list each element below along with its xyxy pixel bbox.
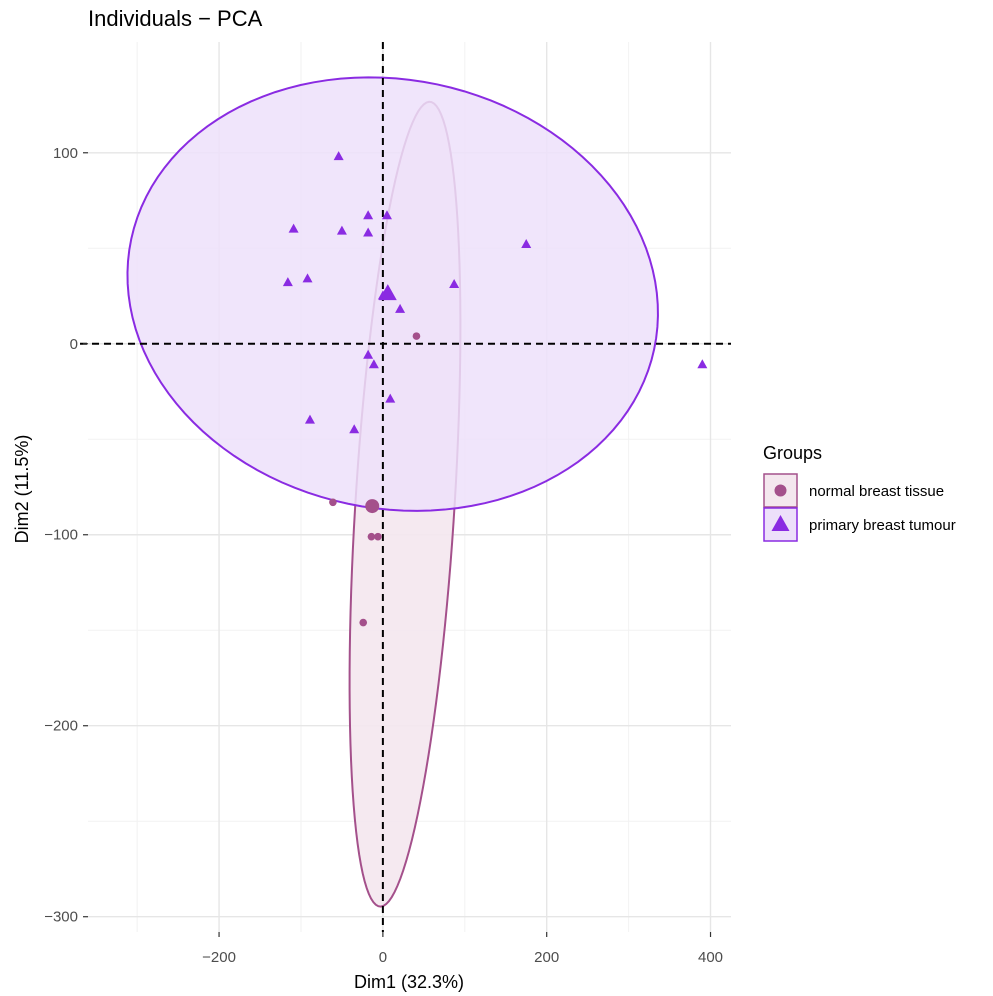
x-tick-label: 400 [698,949,723,966]
x-axis-title: Dim1 (32.3%) [354,972,464,992]
point-primary-breast-tumour [363,210,374,220]
point-primary-breast-tumour [697,359,708,369]
point-normal-breast-tissue [374,532,382,541]
point-primary-breast-tumour [363,349,374,359]
legend-triangle-icon [771,515,790,531]
legend: Groups normal breast tissue primary brea… [763,443,956,542]
point-primary-breast-tumour [363,227,374,237]
point-primary-breast-tumour [302,273,313,283]
y-axis-title: Dim2 (11.5%) [12,435,32,544]
y-tick-label: −200 [44,718,78,735]
x-tick-label: 0 [379,949,387,966]
chart-title: Individuals − PCA [88,6,263,31]
axis-ticks: −200 0 200 400 100 0 −100 −200 −300 [44,145,723,966]
point-normal-breast-tissue [359,618,368,627]
y-tick-label: −300 [44,909,78,926]
point-normal-breast-tissue [412,332,421,340]
point-normal-breast-tissue [367,532,376,541]
y-tick-label: 0 [70,336,78,353]
point-primary-breast-tumour [521,238,532,248]
point-primary-breast-tumour [336,225,347,235]
point-primary-breast-tumour [381,210,392,220]
point-normal-breast-tissue [329,498,337,507]
legend-item-primary-breast-tumour: primary breast tumour [763,507,956,542]
point-primary-breast-tumour [282,277,293,287]
point-primary-breast-tumour [395,303,406,313]
legend-label-normal: normal breast tissue [809,483,944,500]
legend-circle-icon [774,484,787,497]
point-primary-breast-tumour [333,151,344,161]
point-primary-breast-tumour [368,359,379,369]
centroid-primary-breast-tumour [378,284,397,301]
y-tick-label: 100 [53,145,78,162]
legend-item-normal-breast-tissue: normal breast tissue [763,473,944,508]
centroid-normal-breast-tissue [365,499,380,514]
legend-key-normal [763,473,798,508]
point-primary-breast-tumour [288,223,299,233]
x-tick-label: 200 [534,949,559,966]
point-primary-breast-tumour [304,414,315,424]
legend-label-tumour: primary breast tumour [809,517,956,534]
legend-title: Groups [763,443,822,463]
point-primary-breast-tumour [349,424,360,434]
point-primary-breast-tumour [385,393,396,403]
confidence-ellipses [126,76,659,908]
legend-key-tumour [763,507,798,542]
reference-lines [80,42,731,932]
point-primary-breast-tumour [449,279,460,289]
data-points [282,151,708,627]
y-tick-label: −100 [44,527,78,544]
x-tick-label: −200 [202,949,236,966]
